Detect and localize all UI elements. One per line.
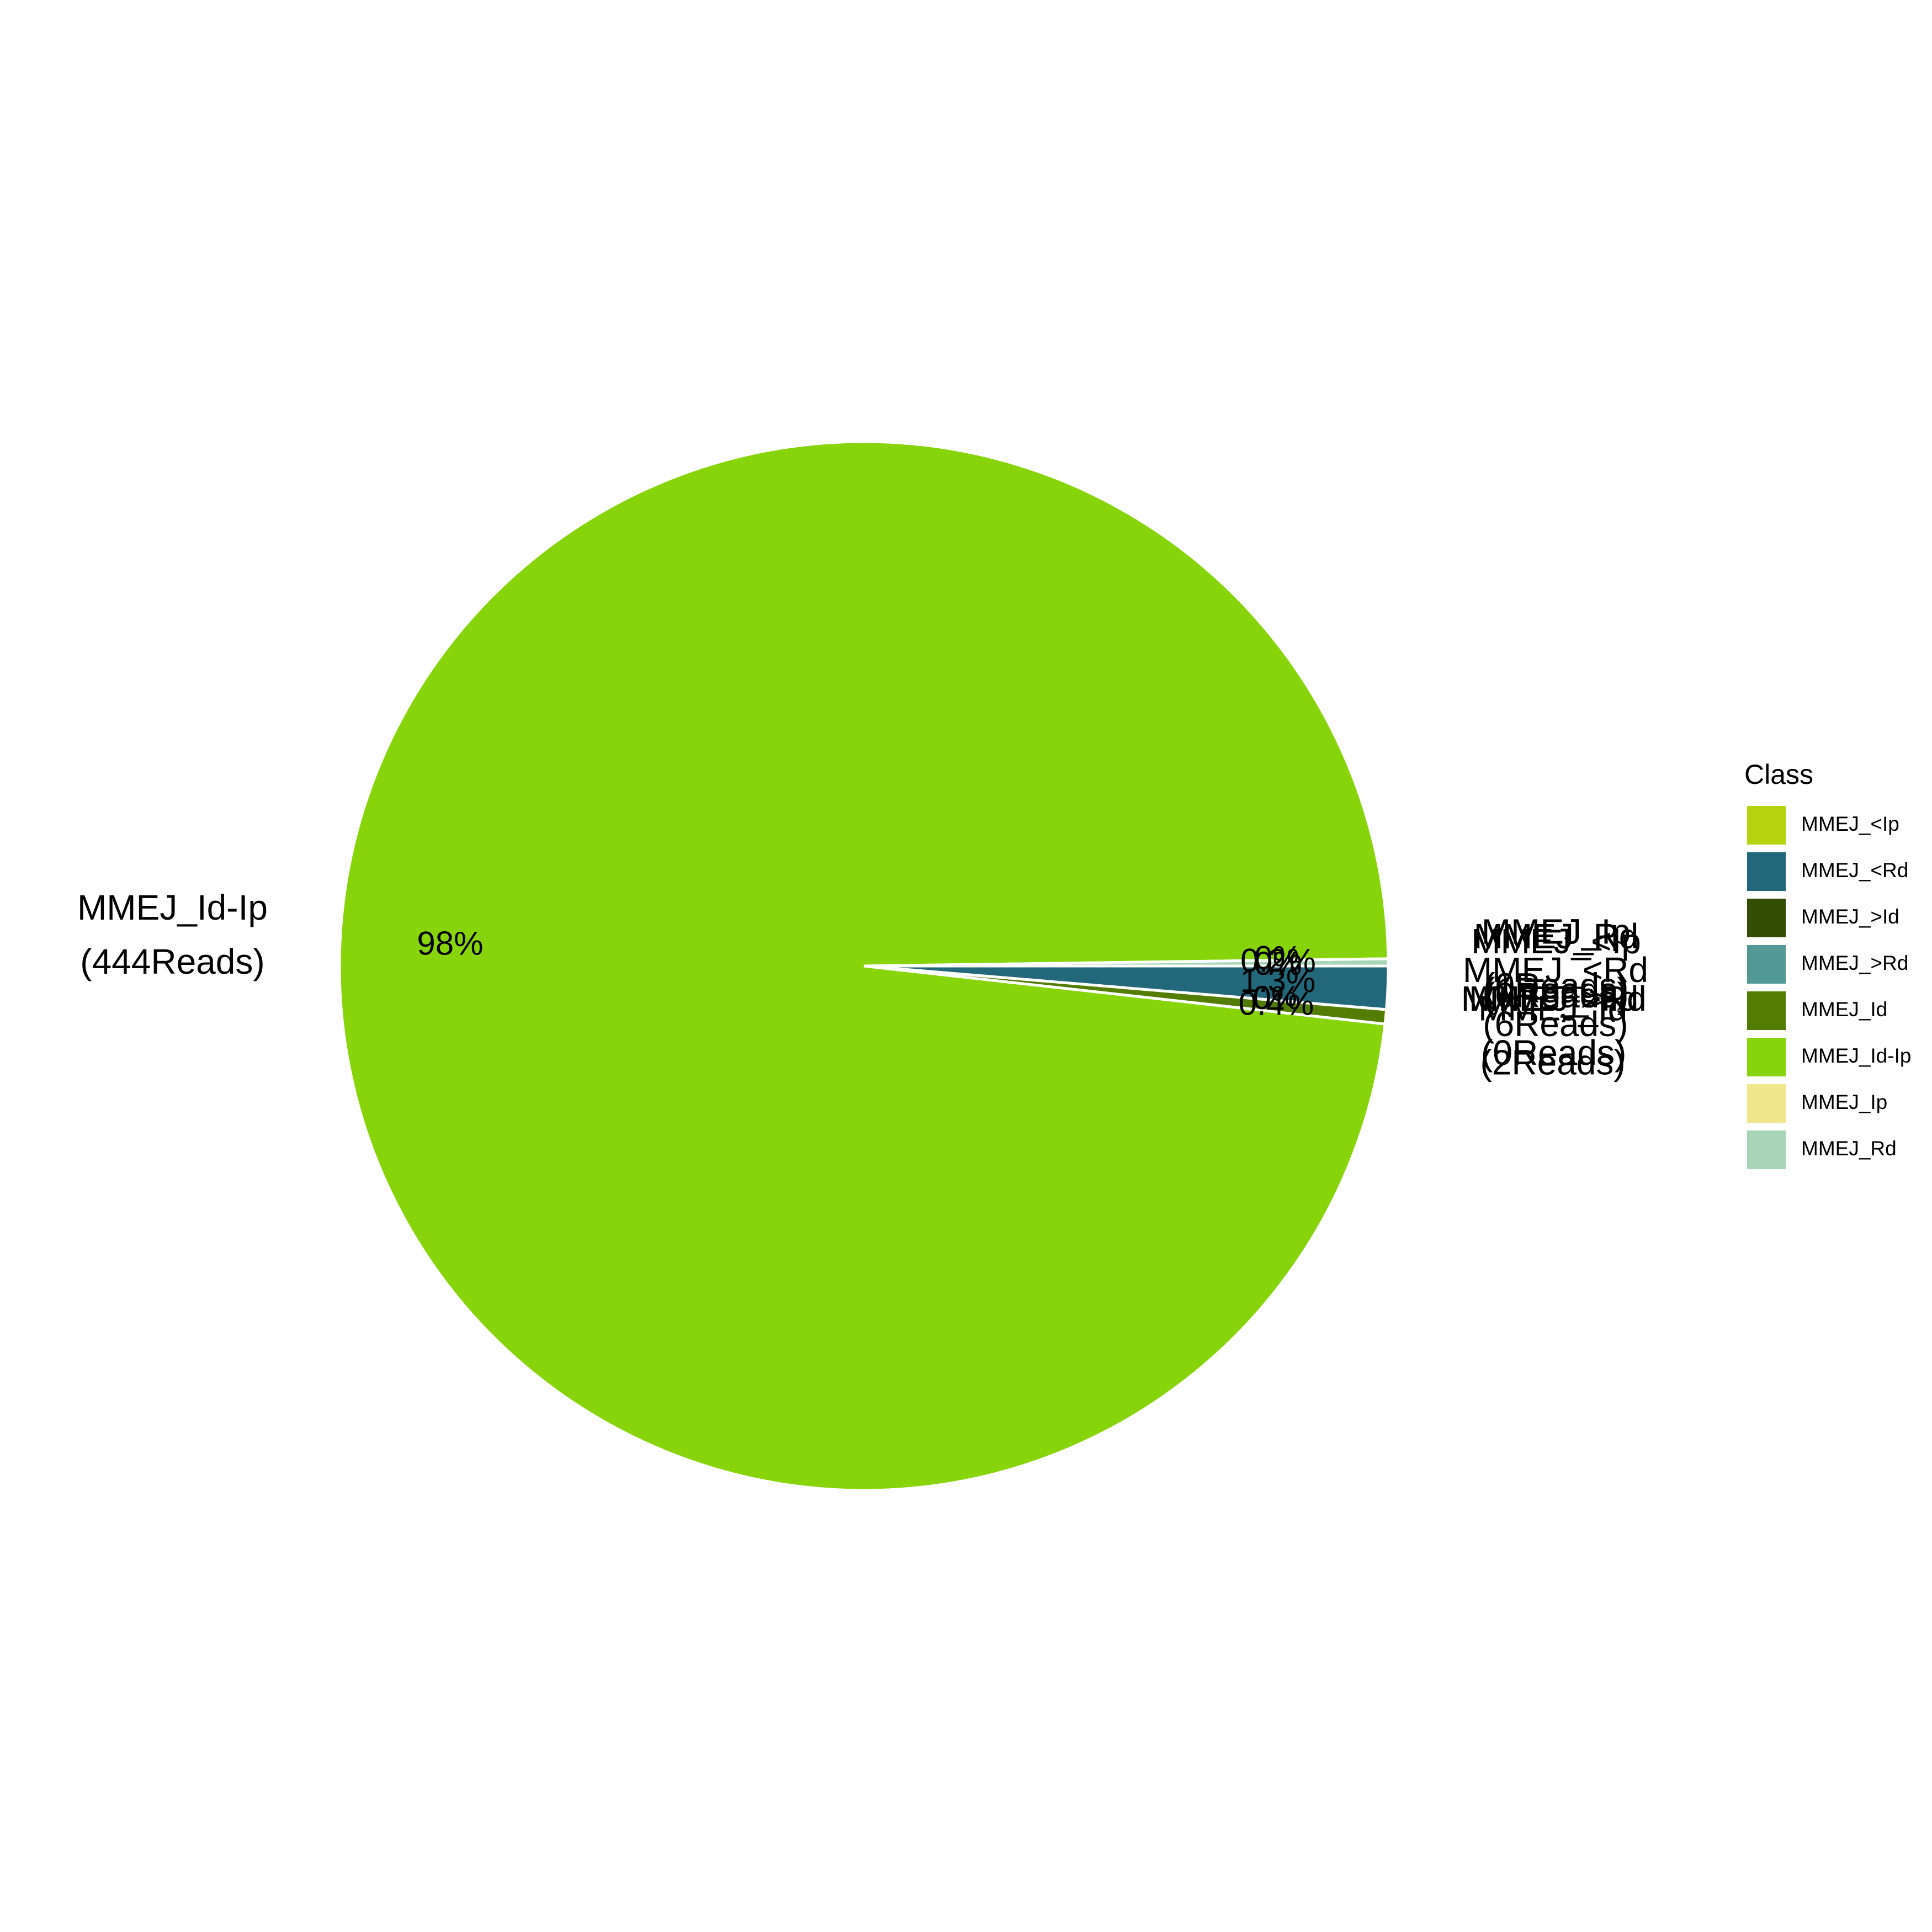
percent-label-mmej-rd: 0.2% — [1240, 942, 1316, 979]
legend-label-mmej-rd: MMEJ_<Rd — [1801, 859, 1908, 882]
reads-label-mmej-rd: (1Reads) — [1483, 970, 1628, 1010]
category-label-mmej-id: MMEJ_>Id — [1469, 979, 1639, 1018]
percent-labels: 0%1.3%0%0%0.4%98% 0%0.2% — [417, 925, 1316, 1022]
legend-label-mmej-ip: MMEJ_<Ip — [1801, 813, 1899, 835]
pie-slice-mmej-rd — [863, 957, 1390, 968]
legend-key-mmej-rd — [1747, 1130, 1786, 1169]
reads-label-mmej-id: (0Reads) — [1481, 1033, 1626, 1073]
reads-label-mmej-id-ip: (444Reads) — [80, 942, 264, 981]
category-labels: MMEJ_<Ip(0Reads)MMEJ_<Rd(6Reads)MMEJ_>Id… — [77, 888, 1648, 1082]
legend-title: Class — [1744, 759, 1813, 790]
percent-label-mmej-id: 0% — [1253, 979, 1301, 1016]
reads-label-mmej-rd: (6Reads) — [1483, 1004, 1628, 1044]
legend-key-mmej-rd — [1747, 945, 1786, 984]
percent-label-mmej-ip: 0% — [1254, 945, 1302, 982]
legend-label-mmej-rd: MMEJ_>Rd — [1801, 952, 1908, 974]
legend-label-mmej-id-ip: MMEJ_Id-Ip — [1801, 1044, 1911, 1067]
legend-key-mmej-id — [1747, 991, 1786, 1030]
reads-label-mmej-id: (2Reads) — [1480, 1042, 1625, 1082]
legend-key-mmej-id — [1747, 899, 1786, 937]
legend-label-mmej-rd: MMEJ_Rd — [1801, 1137, 1897, 1160]
legend-key-mmej-ip — [1747, 1084, 1786, 1123]
category-label-mmej-rd: MMEJ_Rd — [1474, 916, 1639, 956]
percent-label-mmej-rd: 1.3% — [1240, 962, 1315, 999]
legend-key-mmej-ip — [1747, 806, 1786, 845]
category-label-mmej-ip: MMEJ_Ip — [1482, 912, 1631, 952]
legend-label-mmej-id: MMEJ_>Id — [1801, 905, 1899, 928]
category-label-mmej-rd: MMEJ_>Rd — [1461, 979, 1647, 1018]
pie-slices — [338, 440, 1390, 1492]
reads-label-mmej-rd: (0Reads) — [1481, 1033, 1626, 1073]
percent-label-mmej-ip: 0% — [1254, 939, 1302, 976]
percent-label-mmej-rd: 0% — [1253, 979, 1301, 1016]
percent-label-mmej-id: 0.4% — [1239, 985, 1314, 1022]
reads-label-mmej-ip: (0Reads) — [1483, 966, 1628, 1006]
legend: Class MMEJ_<Ip MMEJ_<Rd MMEJ_>Id MMEJ_>Rd MM… — [1744, 759, 1911, 1169]
category-label-mmej-rd: MMEJ_<Rd — [1463, 950, 1648, 990]
legend-label-mmej-ip: MMEJ_Ip — [1801, 1091, 1887, 1113]
category-label-mmej-ip: MMEJ_<Ip — [1471, 921, 1641, 961]
percent-label-mmej-id-ip: 98% — [417, 925, 483, 962]
reads-label-mmej-ip: (0Reads) — [1483, 975, 1628, 1015]
category-label-mmej-id-ip: MMEJ_Id-Ip — [77, 888, 268, 927]
legend-key-mmej-rd — [1747, 852, 1786, 891]
category-label-mmej-id: MMEJ_Id — [1478, 988, 1627, 1028]
legend-label-mmej-id: MMEJ_Id — [1801, 998, 1887, 1021]
legend-key-mmej-id-ip — [1747, 1038, 1786, 1076]
